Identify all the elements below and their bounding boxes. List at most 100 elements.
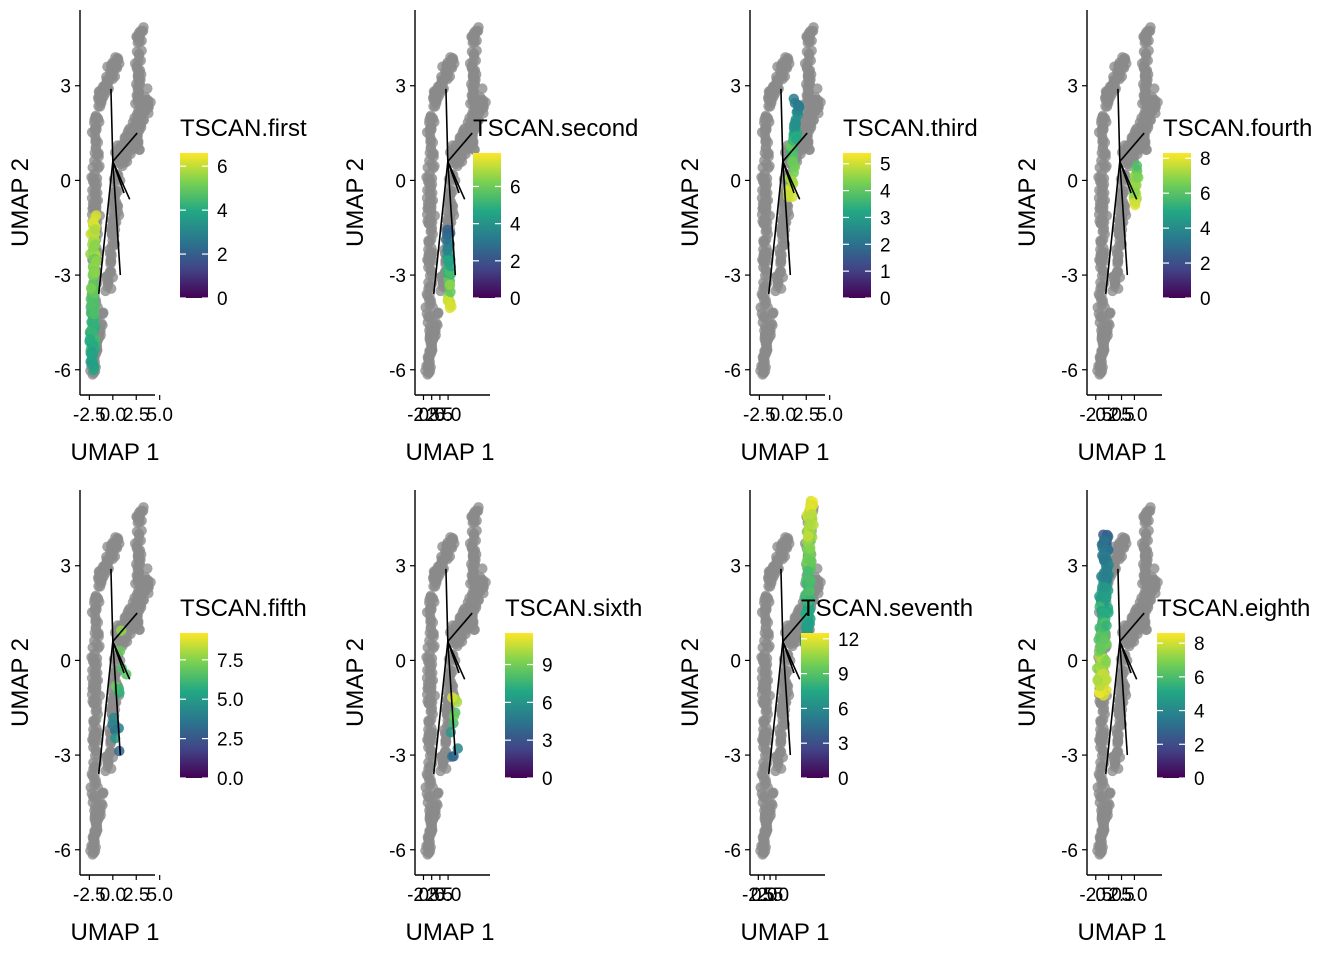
legend-tick-label: 6 xyxy=(542,693,553,714)
cell-point xyxy=(90,614,102,625)
cell-point xyxy=(471,111,482,123)
legend-title: TSCAN.second xyxy=(473,115,638,142)
cell-point xyxy=(1142,602,1154,613)
legend-title: TSCAN.third xyxy=(843,115,978,142)
cell-point xyxy=(136,45,147,56)
y-tick-label: 3 xyxy=(730,77,741,98)
cell-point xyxy=(801,32,813,43)
pseudotime-point xyxy=(1131,172,1143,183)
cell-point xyxy=(1110,276,1121,287)
cell-point xyxy=(429,806,440,817)
cell-point xyxy=(759,774,770,786)
y-tick-label: 3 xyxy=(395,557,406,578)
cell-point xyxy=(1096,774,1107,786)
x-tick-label: 0.0 xyxy=(770,405,796,426)
y-tick-label: -6 xyxy=(54,361,71,382)
x-tick-label: 5.0 xyxy=(1121,405,1147,426)
cell-point xyxy=(135,122,147,133)
y-tick-label: -6 xyxy=(389,841,406,862)
cell-point xyxy=(91,688,102,699)
cell-point xyxy=(761,158,772,170)
cell-point xyxy=(1113,720,1125,732)
cell-point xyxy=(478,581,489,592)
cell-point xyxy=(424,658,435,670)
y-axis-title: UMAP 2 xyxy=(677,158,704,247)
pseudotime-point xyxy=(802,565,814,577)
cell-point xyxy=(473,502,484,513)
cell-point xyxy=(432,787,443,799)
cell-point xyxy=(425,345,437,356)
cell-point xyxy=(423,834,434,845)
cell-point xyxy=(1133,612,1144,623)
y-tick-label: -3 xyxy=(724,746,741,767)
legend-tick-label: 6 xyxy=(510,177,521,198)
cell-point xyxy=(774,223,786,234)
cell-point xyxy=(425,248,437,259)
cell-point xyxy=(764,806,775,817)
legend-tick-label: 6 xyxy=(838,699,849,720)
cell-point xyxy=(143,581,154,592)
cell-point xyxy=(477,563,488,574)
legend-tick-label: 2.5 xyxy=(217,730,243,751)
cell-point xyxy=(1101,326,1112,337)
cell-point xyxy=(775,736,787,747)
x-tick-label: 5.0 xyxy=(816,405,842,426)
pseudotime-point xyxy=(88,318,99,329)
cell-point xyxy=(758,698,770,710)
cell-point xyxy=(94,567,105,578)
cell-point xyxy=(1145,502,1156,513)
cell-point xyxy=(89,147,101,159)
pseudotime-point xyxy=(89,308,100,320)
y-axis-title: UMAP 2 xyxy=(342,638,369,727)
cell-point xyxy=(90,134,102,145)
cell-point xyxy=(138,22,149,33)
legend-tick-label: 5.0 xyxy=(217,690,243,711)
legend-tick-label: 0.0 xyxy=(217,769,243,790)
cell-point xyxy=(423,218,435,230)
legend-tick-label: 2 xyxy=(217,245,228,266)
cell-point xyxy=(477,83,488,94)
x-tick-label: 5.0 xyxy=(435,405,461,426)
y-tick-label: -6 xyxy=(54,841,71,862)
legend-tick-label: 9 xyxy=(542,656,553,677)
y-tick-label: 0 xyxy=(60,651,71,672)
pseudotime-point xyxy=(790,114,801,125)
trajectory-segment xyxy=(782,132,808,162)
x-axis-title: UMAP 1 xyxy=(406,439,495,466)
y-tick-label: -6 xyxy=(724,361,741,382)
legend-tick-label: 3 xyxy=(542,731,553,752)
cell-point xyxy=(115,158,126,170)
y-tick-label: -6 xyxy=(389,361,406,382)
legend-tick-label: 4 xyxy=(217,201,228,222)
cell-point xyxy=(91,638,102,650)
cell-point xyxy=(470,602,482,613)
cell-point xyxy=(131,512,143,523)
trajectory-segment xyxy=(112,132,138,162)
x-tick-label: 5.0 xyxy=(435,885,461,906)
cell-point xyxy=(780,52,791,63)
cell-point xyxy=(762,335,773,346)
cell-point xyxy=(120,144,131,155)
trajectory-segment xyxy=(432,161,449,295)
y-axis-title: UMAP 2 xyxy=(677,638,704,727)
cell-point xyxy=(89,178,100,190)
legend-tick-label: 0 xyxy=(1200,289,1211,310)
cell-point xyxy=(1099,335,1111,346)
cell-point xyxy=(135,602,147,613)
legend-title: TSCAN.fifth xyxy=(180,595,307,622)
pseudotime-point xyxy=(1131,160,1143,171)
cell-point xyxy=(1095,354,1107,365)
cell-point xyxy=(455,144,466,155)
cell-point xyxy=(1098,208,1109,219)
y-axis-title: UMAP 2 xyxy=(1014,158,1041,247)
legend-tick-label: 0 xyxy=(838,769,849,790)
y-tick-label: -3 xyxy=(1061,266,1078,287)
cell-point xyxy=(425,134,437,145)
x-tick-label: 0.0 xyxy=(100,405,126,426)
y-tick-label: 3 xyxy=(395,77,406,98)
cell-point xyxy=(1141,554,1152,565)
cell-point xyxy=(1101,806,1112,817)
cell-point xyxy=(759,178,770,190)
cell-point xyxy=(142,83,153,94)
